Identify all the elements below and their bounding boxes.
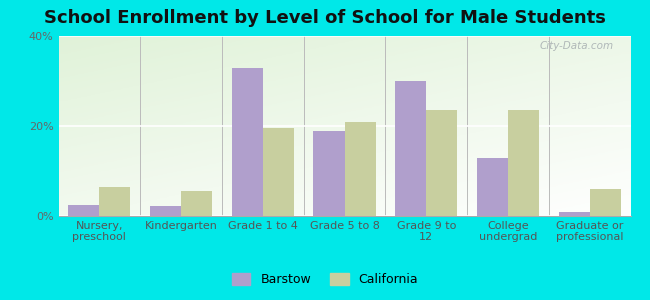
- Bar: [558, 212, 590, 216]
- Bar: [344, 122, 376, 216]
- Text: City-Data.com: City-Data.com: [540, 41, 614, 51]
- Bar: [590, 189, 621, 216]
- Bar: [395, 81, 426, 216]
- Bar: [68, 205, 99, 216]
- Bar: [263, 128, 294, 216]
- Bar: [181, 191, 212, 216]
- Bar: [477, 158, 508, 216]
- Bar: [426, 110, 457, 216]
- Text: School Enrollment by Level of School for Male Students: School Enrollment by Level of School for…: [44, 9, 606, 27]
- Bar: [150, 206, 181, 216]
- Bar: [313, 130, 345, 216]
- Bar: [232, 68, 263, 216]
- Bar: [99, 187, 131, 216]
- Bar: [508, 110, 539, 216]
- Legend: Barstow, California: Barstow, California: [227, 268, 423, 291]
